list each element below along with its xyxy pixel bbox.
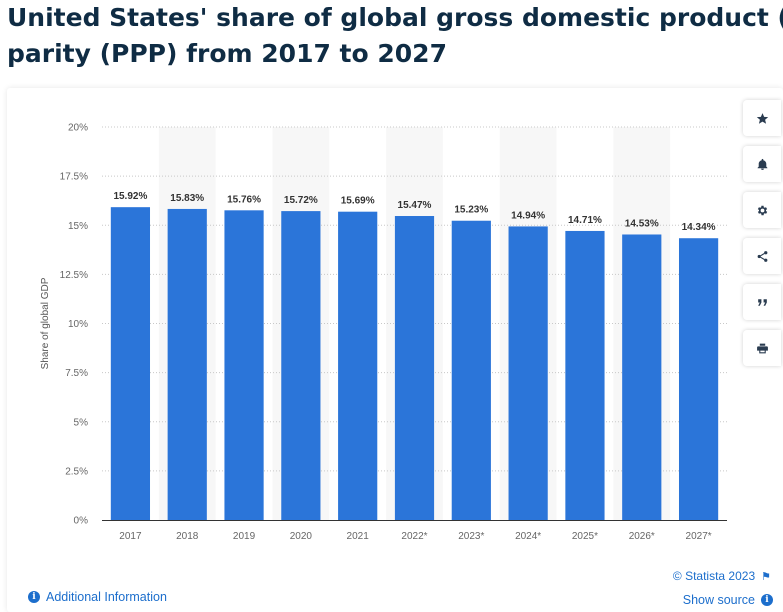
data-label-2018: 15.83% — [170, 193, 204, 204]
share-icon — [757, 250, 767, 262]
y-tick-label: 12.5% — [60, 270, 88, 281]
page-title: United States' share of global gross dom… — [7, 0, 783, 72]
additional-information-link[interactable]: i Additional Information — [28, 590, 167, 604]
bar-2025*[interactable] — [565, 230, 605, 521]
bar-2027*[interactable] — [678, 238, 719, 520]
source-info-icon: i — [761, 594, 773, 606]
cite-button[interactable] — [743, 284, 781, 320]
data-labels: 15.92% 15.83% 15.76% 15.72% 15.69% 15.47% 15.2… — [113, 191, 715, 233]
y-axis-tick-labels: 0% 2.5% 5% 7.5% 10% 12.5% 15% 17.5% 20% — [60, 123, 88, 527]
y-tick-label: 7.5% — [65, 368, 88, 379]
x-axis-tick-labels: 2017 2018 2019 2020 2021 2022* 2023* 2024* 2025*… — [119, 531, 711, 542]
page-title-line-1: United States' share of global gross dom… — [7, 3, 783, 32]
x-tick-label: 2023* — [458, 531, 484, 542]
bar-2020[interactable] — [281, 211, 321, 520]
favorite-button[interactable] — [743, 100, 781, 136]
x-tick-label: 2017 — [119, 531, 142, 542]
flag-icon[interactable]: ⚑ — [761, 570, 771, 583]
data-label-2021: 15.69% — [341, 196, 375, 207]
bar-2017[interactable] — [110, 207, 151, 520]
copyright-text[interactable]: © Statista 2023 — [672, 569, 756, 583]
bar-2019[interactable] — [224, 210, 264, 520]
bar-2023*[interactable] — [451, 220, 491, 520]
x-tick-label: 2025* — [572, 531, 598, 542]
data-label-2022*: 15.47% — [398, 200, 432, 211]
y-tick-label: 15% — [68, 221, 88, 232]
x-tick-label: 2022* — [401, 531, 427, 542]
page-title-line-2: parity (PPP) from 2017 to 2027 — [7, 39, 447, 68]
bar-2026*[interactable] — [622, 234, 662, 520]
show-source-label: Show source — [682, 593, 755, 607]
bars — [110, 207, 719, 521]
share-button[interactable] — [743, 238, 781, 274]
additional-information-label: Additional Information — [46, 590, 167, 604]
settings-button[interactable] — [743, 192, 781, 228]
x-tick-label: 2027* — [686, 531, 712, 542]
y-tick-label: 10% — [68, 319, 88, 330]
side-toolbar — [743, 100, 783, 376]
x-tick-label: 2020 — [290, 531, 313, 542]
gear-icon — [757, 205, 767, 215]
data-label-2025*: 14.71% — [568, 215, 602, 226]
print-button[interactable] — [743, 330, 781, 366]
y-axis-label: Share of global GDP — [40, 277, 51, 369]
y-tick-label: 20% — [68, 123, 88, 134]
x-tick-label: 2026* — [629, 531, 655, 542]
y-tick-label: 17.5% — [60, 172, 88, 183]
bar-2021[interactable] — [338, 211, 378, 520]
x-tick-label: 2019 — [233, 531, 256, 542]
x-tick-label: 2024* — [515, 531, 541, 542]
show-source-link[interactable]: Show source i — [683, 593, 773, 607]
data-label-2026*: 14.53% — [625, 218, 659, 229]
x-tick-label: 2021 — [347, 531, 370, 542]
data-label-2023*: 15.23% — [454, 205, 488, 216]
bar-2018[interactable] — [167, 208, 207, 520]
x-tick-label: 2018 — [176, 531, 199, 542]
bell-icon — [757, 158, 767, 170]
notification-button[interactable] — [743, 146, 781, 182]
copyright: © Statista 2023 ⚑ — [673, 569, 771, 583]
chart-card: 0% 2.5% 5% 7.5% 10% 12.5% 15% 17.5% 20% 15.92% 15… — [7, 88, 783, 612]
star-icon — [756, 112, 768, 124]
y-tick-label: 2.5% — [65, 466, 88, 477]
quote-icon — [757, 298, 767, 306]
bar-chart: 0%2.5%5%7.5%10%12.5%15%17.5%20% 15.92% 15… — [40, 123, 727, 542]
print-icon — [756, 343, 768, 353]
bar-2024*[interactable] — [508, 226, 548, 520]
bar-2022*[interactable] — [394, 216, 435, 520]
y-tick-label: 5% — [74, 417, 89, 428]
info-icon: i — [28, 591, 40, 603]
data-label-2027*: 14.34% — [682, 222, 716, 233]
data-label-2019: 15.76% — [227, 194, 261, 205]
data-label-2020: 15.72% — [284, 195, 318, 206]
data-label-2024*: 14.94% — [511, 210, 545, 221]
data-label-2017: 15.92% — [113, 191, 147, 202]
y-tick-label: 0% — [74, 516, 89, 527]
